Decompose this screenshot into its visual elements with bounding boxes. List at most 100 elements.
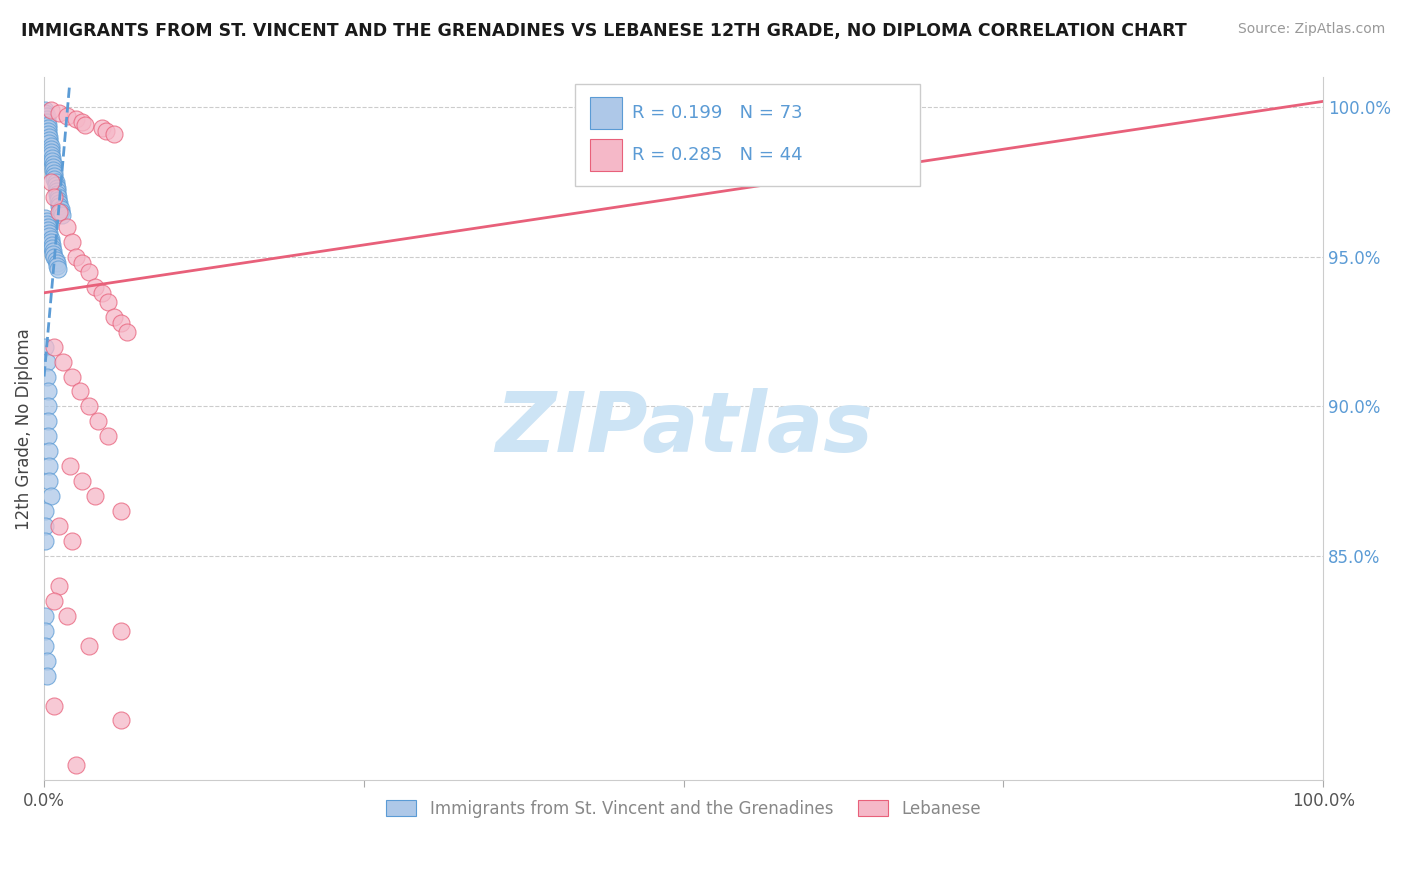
Point bbox=[38, 444, 60, 458]
Point bbox=[65, 758, 87, 772]
Point bbox=[52, 354, 75, 368]
Point bbox=[35, 369, 58, 384]
Point bbox=[37, 124, 59, 138]
Bar bbox=[591, 97, 623, 128]
Point bbox=[65, 112, 87, 127]
Point bbox=[41, 241, 63, 255]
Point bbox=[39, 489, 62, 503]
Point bbox=[110, 624, 132, 638]
Point bbox=[35, 217, 58, 231]
Point bbox=[48, 579, 70, 593]
Point bbox=[48, 106, 70, 120]
Point bbox=[45, 259, 67, 273]
Point bbox=[48, 199, 70, 213]
Point bbox=[44, 166, 66, 180]
Text: R = 0.199   N = 73: R = 0.199 N = 73 bbox=[633, 103, 803, 121]
Point bbox=[37, 400, 59, 414]
Point bbox=[35, 354, 58, 368]
Point bbox=[44, 190, 66, 204]
Point bbox=[42, 157, 65, 171]
Point bbox=[39, 148, 62, 162]
Point bbox=[42, 244, 65, 258]
Point bbox=[39, 103, 62, 118]
Point bbox=[46, 261, 69, 276]
Point bbox=[49, 202, 72, 216]
Text: ZIPatlas: ZIPatlas bbox=[495, 388, 873, 469]
Point bbox=[34, 504, 56, 518]
Legend: Immigrants from St. Vincent and the Grenadines, Lebanese: Immigrants from St. Vincent and the Gren… bbox=[380, 793, 987, 825]
Point bbox=[34, 639, 56, 653]
Point bbox=[37, 121, 59, 136]
Point bbox=[45, 256, 67, 270]
Point bbox=[49, 205, 72, 219]
Point bbox=[38, 459, 60, 474]
Point bbox=[41, 238, 63, 252]
Point bbox=[34, 608, 56, 623]
Point bbox=[35, 654, 58, 668]
Point bbox=[77, 639, 100, 653]
Point bbox=[56, 219, 79, 234]
FancyBboxPatch shape bbox=[575, 85, 921, 186]
Point bbox=[38, 130, 60, 145]
Point bbox=[34, 534, 56, 549]
Point bbox=[45, 187, 67, 202]
Point bbox=[44, 250, 66, 264]
Point bbox=[39, 235, 62, 249]
Point bbox=[39, 139, 62, 153]
Point bbox=[77, 400, 100, 414]
Text: Source: ZipAtlas.com: Source: ZipAtlas.com bbox=[1237, 22, 1385, 37]
Point bbox=[41, 154, 63, 169]
Point bbox=[34, 106, 56, 120]
Point bbox=[34, 103, 56, 118]
Point bbox=[34, 624, 56, 638]
Point bbox=[34, 519, 56, 533]
Point bbox=[37, 384, 59, 399]
Point bbox=[103, 310, 125, 324]
Point bbox=[39, 145, 62, 160]
Point bbox=[65, 250, 87, 264]
Point bbox=[97, 294, 120, 309]
Point bbox=[90, 285, 112, 300]
Point bbox=[41, 151, 63, 165]
Point bbox=[37, 128, 59, 142]
Point bbox=[45, 181, 67, 195]
Point bbox=[37, 118, 59, 132]
Point bbox=[34, 340, 56, 354]
Point bbox=[38, 136, 60, 151]
Point bbox=[35, 109, 58, 123]
Point bbox=[110, 504, 132, 518]
Point bbox=[45, 252, 67, 267]
Point bbox=[44, 340, 66, 354]
Point bbox=[103, 128, 125, 142]
Point bbox=[39, 232, 62, 246]
Point bbox=[44, 172, 66, 186]
Point bbox=[44, 594, 66, 608]
Point bbox=[45, 184, 67, 198]
Text: R = 0.285   N = 44: R = 0.285 N = 44 bbox=[633, 145, 803, 164]
Point bbox=[35, 115, 58, 129]
Point bbox=[69, 384, 91, 399]
Point bbox=[46, 190, 69, 204]
Point bbox=[38, 474, 60, 488]
Point bbox=[59, 459, 82, 474]
Point bbox=[73, 118, 96, 132]
Point bbox=[110, 316, 132, 330]
Point bbox=[38, 133, 60, 147]
Point bbox=[60, 369, 83, 384]
Point bbox=[45, 175, 67, 189]
Point bbox=[72, 474, 94, 488]
Point bbox=[56, 608, 79, 623]
Point bbox=[110, 714, 132, 728]
Point bbox=[72, 115, 94, 129]
Point bbox=[37, 414, 59, 428]
Point bbox=[48, 519, 70, 533]
Point bbox=[44, 698, 66, 713]
Point bbox=[77, 265, 100, 279]
Point bbox=[38, 226, 60, 240]
Point bbox=[39, 175, 62, 189]
Point bbox=[37, 219, 59, 234]
Point bbox=[60, 235, 83, 249]
Point bbox=[35, 668, 58, 682]
Point bbox=[38, 229, 60, 244]
Point bbox=[72, 256, 94, 270]
